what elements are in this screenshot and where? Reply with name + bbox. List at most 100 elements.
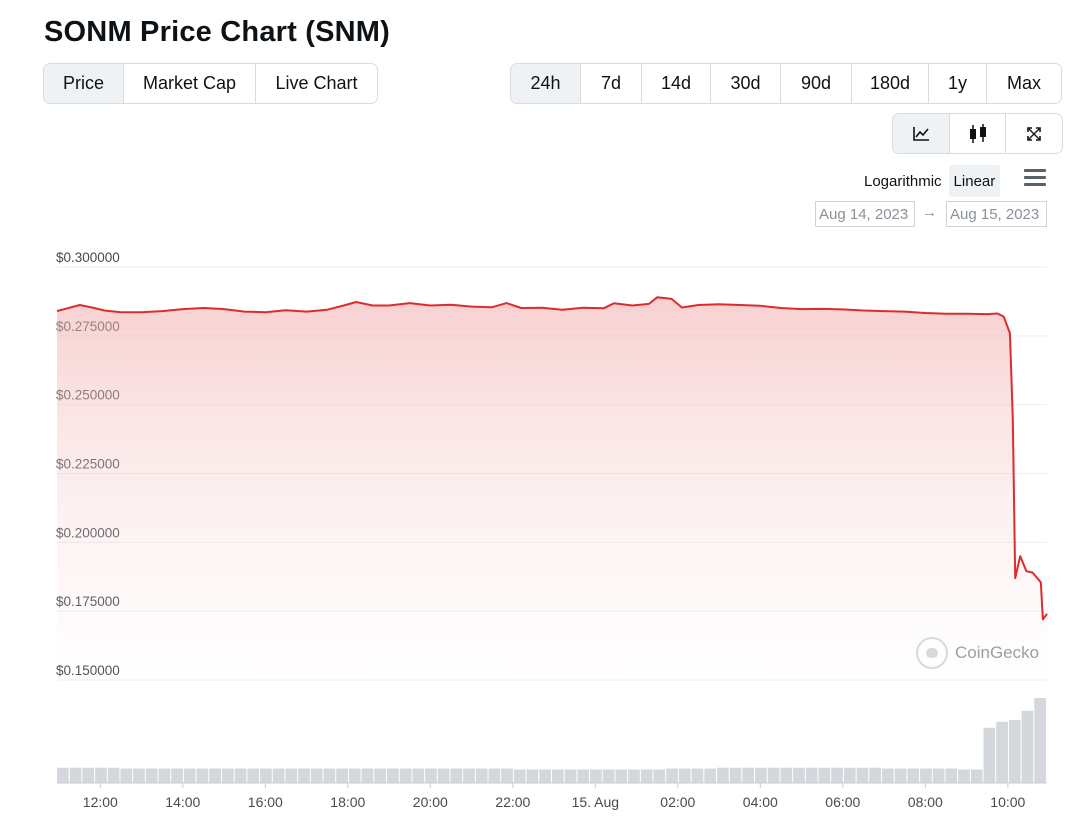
volume-bar	[374, 768, 386, 783]
volume-bar	[818, 767, 831, 783]
volume-bar	[539, 769, 551, 783]
volume-bar	[158, 768, 171, 783]
volume-bar	[298, 768, 310, 783]
x-tick-label: 16:00	[248, 794, 283, 810]
volume-bar	[526, 769, 539, 783]
volume-bar	[387, 768, 399, 783]
x-tick-label: 06:00	[825, 794, 860, 810]
volume-bar	[970, 769, 983, 783]
volume-bar	[463, 768, 475, 783]
volume-bar	[552, 769, 564, 783]
volume-bar	[843, 767, 856, 783]
candlestick-button[interactable]	[950, 114, 1006, 153]
volume-bar	[234, 768, 247, 783]
range-180d[interactable]: 180d	[852, 64, 929, 103]
range-30d[interactable]: 30d	[711, 64, 781, 103]
volume-bar	[285, 768, 298, 783]
x-tick-label: 04:00	[743, 794, 778, 810]
scale-linear[interactable]: Linear	[948, 165, 1001, 197]
volume-bar	[57, 767, 69, 783]
line-chart-icon	[913, 126, 929, 141]
price-area	[57, 297, 1047, 680]
chart-type-tabs: Price Market Cap Live Chart	[43, 63, 378, 104]
watermark-text: CoinGecko	[955, 643, 1040, 662]
volume-bar	[222, 768, 234, 783]
tab-live-chart[interactable]: Live Chart	[275, 73, 358, 93]
volume-bar	[120, 768, 133, 783]
volume-bar	[171, 768, 183, 783]
volume-bar	[501, 768, 513, 783]
volume-bar	[145, 768, 158, 783]
volume-bar	[564, 769, 577, 783]
volume-bar	[894, 768, 907, 783]
range-max[interactable]: Max	[1006, 73, 1041, 93]
volume-bar	[425, 768, 437, 783]
volume-bar	[95, 767, 107, 783]
volume-bar	[666, 768, 678, 783]
volume-bar	[310, 768, 323, 783]
volume-bar	[831, 767, 843, 783]
menu-icon[interactable]	[1024, 169, 1046, 187]
volume-bars	[57, 698, 1046, 783]
range-7d[interactable]: 7d	[581, 64, 642, 103]
chart-view-tabs	[892, 113, 1063, 154]
range-90d[interactable]: 90d	[781, 64, 852, 103]
volume-bar	[628, 769, 640, 783]
volume-bar	[640, 769, 653, 783]
volume-bar	[488, 768, 501, 783]
volume-bar	[729, 767, 742, 783]
volume-bar	[260, 768, 272, 783]
volume-bar	[196, 768, 209, 783]
x-tick-label: 10:00	[990, 794, 1025, 810]
range-24h[interactable]: 24h	[511, 64, 581, 103]
x-tick-label: 15. Aug	[572, 794, 620, 810]
volume-bar	[209, 768, 221, 783]
volume-bar	[437, 768, 450, 783]
page-title: SONM Price Chart (SNM)	[44, 16, 390, 48]
volume-bar	[869, 767, 881, 783]
date-to-input[interactable]: Aug 15, 2023	[946, 201, 1047, 227]
scale-logarithmic[interactable]: Logarithmic	[864, 172, 942, 190]
y-tick-label: $0.300000	[56, 250, 120, 265]
volume-bar	[82, 767, 95, 783]
fullscreen-button[interactable]	[1006, 114, 1062, 153]
volume-bar	[1021, 710, 1034, 783]
price-chart[interactable]: $0.300000$0.275000$0.250000$0.225000$0.2…	[0, 240, 1077, 831]
date-from-input[interactable]: Aug 14, 2023	[815, 201, 915, 227]
x-tick-label: 14:00	[165, 794, 200, 810]
tab-price[interactable]: Price	[44, 64, 124, 103]
volume-bar	[412, 768, 425, 783]
volume-bar	[399, 768, 412, 783]
volume-bar	[133, 768, 145, 783]
volume-bar	[920, 768, 932, 783]
volume-bar	[348, 768, 361, 783]
volume-bar	[513, 769, 526, 783]
volume-bar	[183, 768, 196, 783]
volume-bar	[577, 769, 590, 783]
tab-market-cap[interactable]: Market Cap	[124, 64, 256, 103]
x-tick-label: 08:00	[908, 794, 943, 810]
range-1y[interactable]: 1y	[929, 64, 987, 103]
x-axis-labels: 12:00 14:00 16:00 18:00 20:00 22:00 15. Aug 02:…	[83, 783, 1026, 810]
line-chart-button[interactable]	[893, 114, 950, 153]
price-line	[56, 296, 1048, 621]
volume-bar	[361, 768, 374, 783]
range-14d[interactable]: 14d	[642, 64, 711, 103]
volume-bar	[755, 767, 767, 783]
volume-bar	[323, 768, 336, 783]
date-arrow: →	[922, 204, 937, 221]
volume-bar	[450, 768, 463, 783]
volume-bar	[475, 768, 488, 783]
volume-bar	[69, 767, 82, 783]
coingecko-watermark: CoinGecko	[916, 637, 1039, 669]
x-tick-label: 20:00	[413, 794, 448, 810]
volume-bar	[983, 727, 996, 783]
coingecko-logo-icon	[916, 637, 948, 669]
candlestick-icon	[969, 123, 986, 143]
volume-bar	[336, 768, 348, 783]
x-tick-label: 22:00	[495, 794, 530, 810]
x-tick-label: 02:00	[660, 794, 695, 810]
volume-bar	[717, 767, 729, 783]
volume-bar	[958, 769, 970, 783]
volume-bar	[932, 768, 945, 783]
